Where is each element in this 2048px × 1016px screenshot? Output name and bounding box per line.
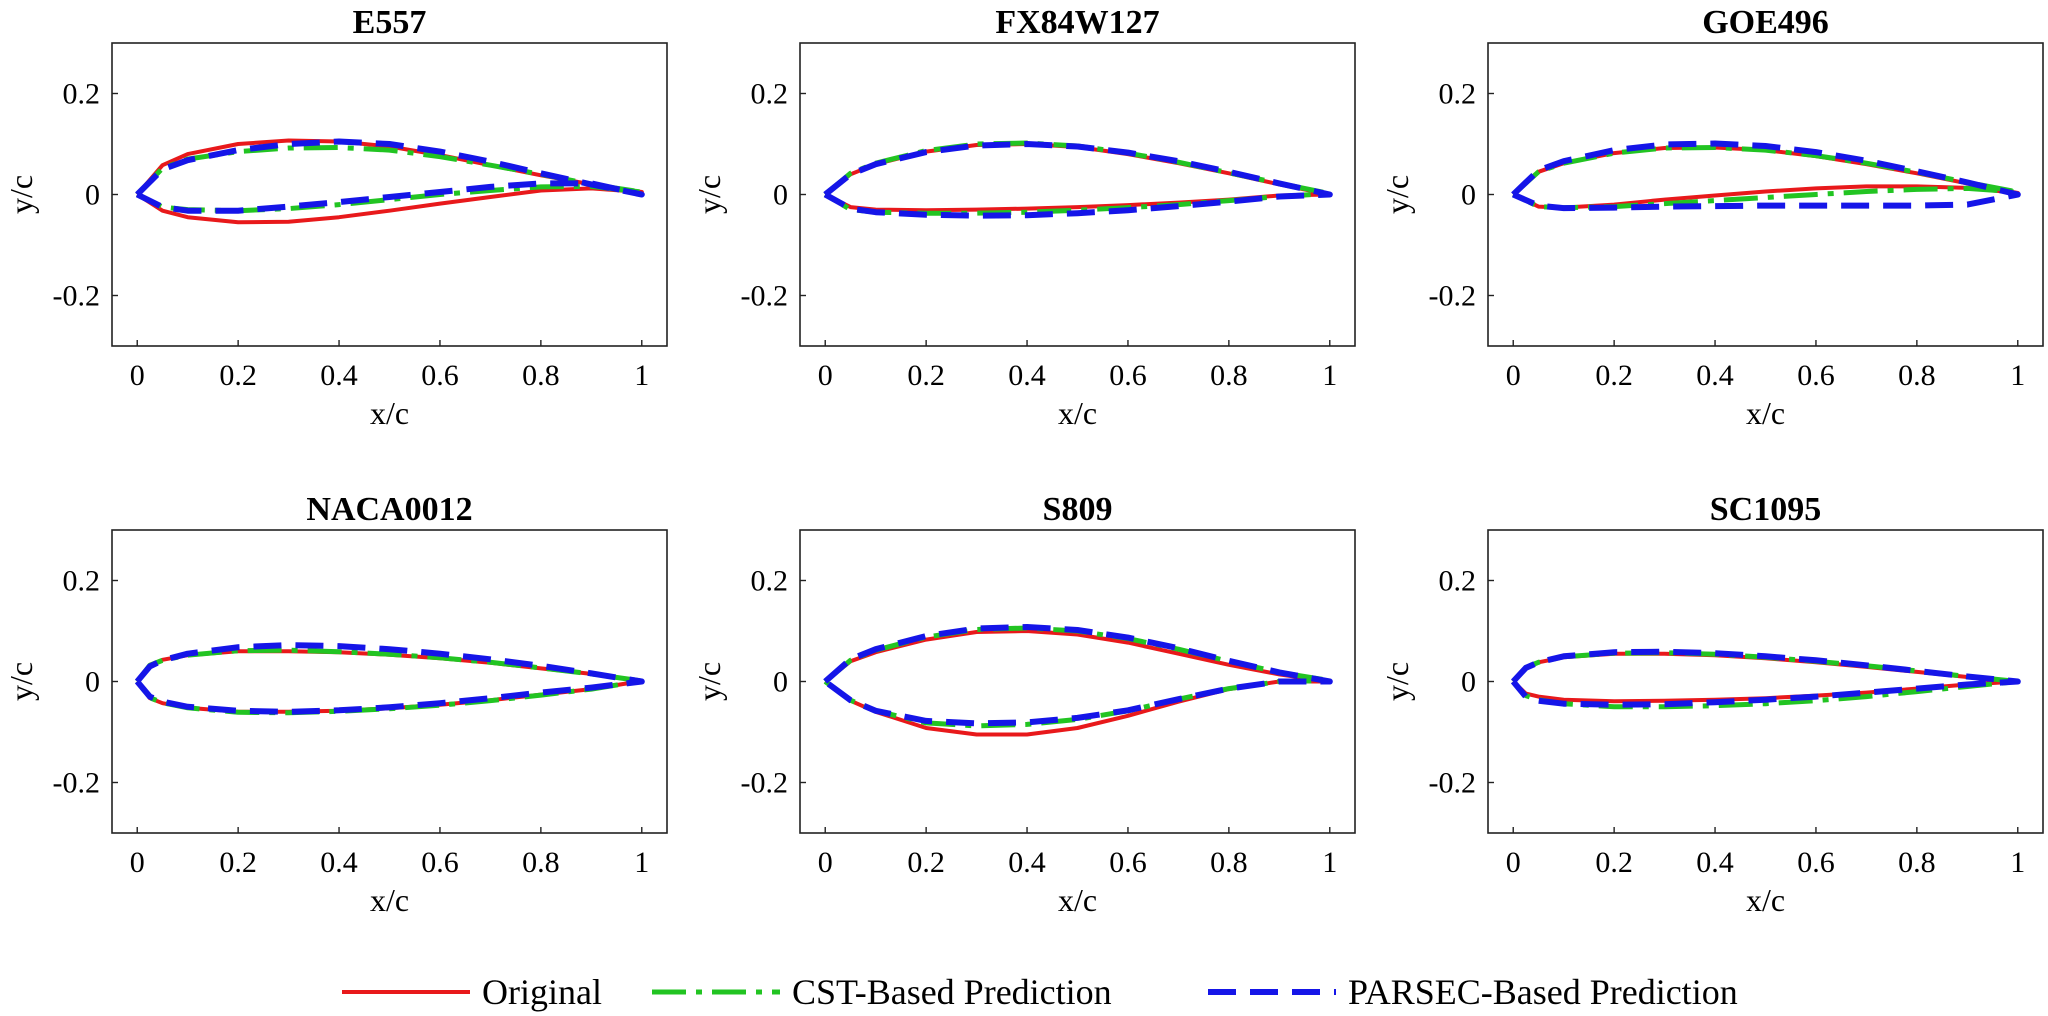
y-tick-label: 0.2 xyxy=(63,78,101,111)
y-axis-label: y/c xyxy=(691,175,727,214)
series-parsec-line xyxy=(135,138,645,214)
legend-label-original: Original xyxy=(482,972,602,1012)
subplot-sc1095: 0 0.2 0.4 0.6 0.8 1 0.2 0 -0.2 SC1095 x/c y/c xyxy=(1379,491,2044,918)
subplot-title: GOE496 xyxy=(1702,4,1829,41)
y-axis-label: y/c xyxy=(3,175,39,214)
x-tick-label: 0.4 xyxy=(1696,846,1734,879)
x-tick-label: 0.2 xyxy=(219,359,257,392)
x-tick-label: 1 xyxy=(2010,359,2025,392)
y-tick-label: 0 xyxy=(85,179,100,212)
x-tick-label: 0 xyxy=(130,359,145,392)
x-tick-label: 0.4 xyxy=(1008,359,1046,392)
y-tick-label: 0.2 xyxy=(63,565,101,598)
y-tick-label: 0.2 xyxy=(751,78,789,111)
x-tick-label: 0 xyxy=(1506,359,1521,392)
series-cst-line xyxy=(135,145,645,214)
y-tick-label: 0.2 xyxy=(1439,78,1477,111)
x-tick-label: 0.2 xyxy=(907,846,945,879)
x-tick-label: 0.6 xyxy=(1797,359,1835,392)
subplot-title: E557 xyxy=(353,4,427,41)
series-cst-line xyxy=(135,647,645,716)
x-tick-label: 1 xyxy=(634,846,649,879)
y-axis-label: y/c xyxy=(691,662,727,701)
x-tick-label: 0.6 xyxy=(421,359,459,392)
subplot-e557: 0 0.2 0.4 0.6 0.8 1 0.2 0 -0.2 E557 x/c y/c xyxy=(3,4,668,431)
x-tick-label: 0.8 xyxy=(1898,359,1936,392)
x-axis-label: x/c xyxy=(370,882,409,918)
x-tick-label: 0.4 xyxy=(320,846,358,879)
x-axis-label: x/c xyxy=(1058,395,1097,431)
legend: Original CST-Based Prediction PARSEC-Bas… xyxy=(342,972,1738,1012)
x-tick-label: 0.8 xyxy=(522,359,560,392)
series-parsec-line xyxy=(1510,648,2021,708)
series-original-line xyxy=(1511,651,2020,704)
x-tick-label: 0.8 xyxy=(1898,846,1936,879)
legend-label-cst: CST-Based Prediction xyxy=(792,972,1112,1012)
subplot-title: S809 xyxy=(1043,491,1113,528)
series-parsec-line xyxy=(1511,140,2021,212)
x-tick-label: 0 xyxy=(818,359,833,392)
x-tick-label: 0.8 xyxy=(522,846,560,879)
y-tick-label: -0.2 xyxy=(741,767,789,800)
x-tick-label: 0.6 xyxy=(421,846,459,879)
x-tick-label: 0 xyxy=(1506,846,1521,879)
y-axis-label: y/c xyxy=(1379,662,1415,701)
y-tick-label: -0.2 xyxy=(1429,280,1477,313)
x-axis-label: x/c xyxy=(370,395,409,431)
x-tick-label: 0.6 xyxy=(1797,846,1835,879)
y-tick-label: -0.2 xyxy=(53,280,101,313)
x-tick-label: 0.2 xyxy=(219,846,257,879)
x-tick-label: 1 xyxy=(2010,846,2025,879)
x-tick-label: 1 xyxy=(634,359,649,392)
y-tick-label: 0 xyxy=(1461,179,1476,212)
axes-box xyxy=(111,529,668,834)
x-axis-label: x/c xyxy=(1746,395,1785,431)
subplot-goe496: 0 0.2 0.4 0.6 0.8 1 0.2 0 -0.2 GOE496 x/c y/c xyxy=(1379,4,2044,431)
x-tick-label: 0.2 xyxy=(1595,359,1633,392)
x-tick-label: 0 xyxy=(818,846,833,879)
series-cst-line xyxy=(1511,145,2021,211)
x-axis-label: x/c xyxy=(1058,882,1097,918)
subplot-s809: 0 0.2 0.4 0.6 0.8 1 0.2 0 -0.2 S809 x/c y/c xyxy=(691,491,1356,918)
y-tick-label: 0 xyxy=(85,666,100,699)
y-axis-label: y/c xyxy=(3,662,39,701)
y-tick-label: 0 xyxy=(1461,666,1476,699)
series-parsec-line xyxy=(823,141,1333,219)
y-tick-label: -0.2 xyxy=(1429,767,1477,800)
x-tick-label: 0.4 xyxy=(320,359,358,392)
axes-box xyxy=(1487,42,2044,347)
series-parsec-line xyxy=(134,642,645,715)
x-tick-label: 0.2 xyxy=(907,359,945,392)
y-tick-label: 0 xyxy=(773,666,788,699)
x-tick-label: 0.8 xyxy=(1210,846,1248,879)
series-original-line xyxy=(135,649,644,714)
x-tick-label: 0.4 xyxy=(1008,846,1046,879)
x-tick-label: 0.6 xyxy=(1109,846,1147,879)
x-tick-label: 1 xyxy=(1322,846,1337,879)
x-tick-label: 0.6 xyxy=(1109,359,1147,392)
x-tick-label: 1 xyxy=(1322,359,1337,392)
series-parsec-line xyxy=(823,624,1333,727)
subplot-naca0012: 0 0.2 0.4 0.6 0.8 1 0.2 0 -0.2 NACA0012 x/c y/c xyxy=(3,491,668,918)
legend-label-parsec: PARSEC-Based Prediction xyxy=(1348,972,1738,1012)
x-tick-label: 0.8 xyxy=(1210,359,1248,392)
x-tick-label: 0.2 xyxy=(1595,846,1633,879)
y-axis-label: y/c xyxy=(1379,175,1415,214)
y-tick-label: -0.2 xyxy=(53,767,101,800)
x-tick-label: 0 xyxy=(130,846,145,879)
subplot-title: FX84W127 xyxy=(995,4,1159,41)
x-axis-label: x/c xyxy=(1746,882,1785,918)
y-tick-label: 0 xyxy=(773,179,788,212)
x-tick-label: 0.4 xyxy=(1696,359,1734,392)
subplot-fx84w127: 0 0.2 0.4 0.6 0.8 1 0.2 0 -0.2 FX84W127 x/c y/c xyxy=(691,4,1356,431)
y-tick-label: 0.2 xyxy=(751,565,789,598)
axes-box xyxy=(1487,529,2044,834)
y-tick-label: 0.2 xyxy=(1439,565,1477,598)
y-tick-label: -0.2 xyxy=(741,280,789,313)
subplot-title: SC1095 xyxy=(1710,491,1821,528)
subplot-title: NACA0012 xyxy=(306,491,472,528)
